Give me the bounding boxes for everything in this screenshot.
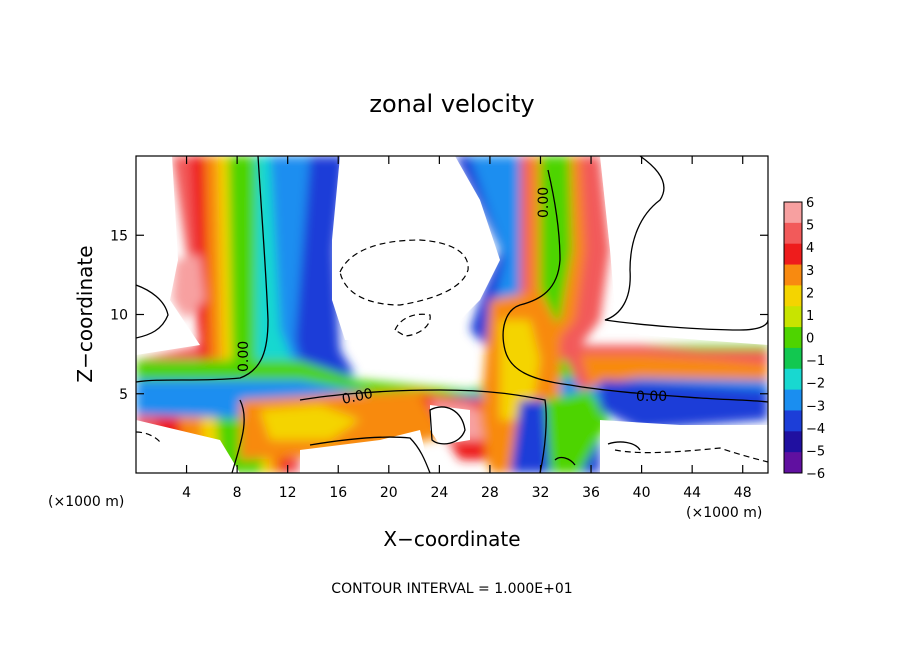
x-unit-left: (×1000 m) bbox=[48, 494, 124, 510]
colorbar-label: 5 bbox=[806, 219, 814, 234]
colorbar-label: 0 bbox=[806, 332, 814, 347]
contour-label: 0.00 bbox=[536, 187, 552, 218]
y-tick-label: 10 bbox=[110, 308, 128, 324]
x-unit-right: (×1000 m) bbox=[686, 505, 762, 521]
colorbar-label: 3 bbox=[806, 264, 814, 279]
colorbar-swatch bbox=[784, 347, 802, 370]
contour-label: 0.00 bbox=[236, 341, 252, 372]
colorbar-label: −3 bbox=[806, 399, 825, 414]
colorbar-label: −6 bbox=[806, 467, 825, 482]
colorbar-swatch bbox=[784, 306, 802, 328]
colorbar-label: −5 bbox=[806, 444, 825, 459]
heatmap-field: 0.00 0.00 0.00 0.00 bbox=[136, 156, 768, 473]
colorbar-label: 2 bbox=[806, 286, 814, 301]
colorbar-label: 4 bbox=[806, 241, 814, 256]
contour-label: 0.00 bbox=[341, 386, 375, 408]
x-tick-label: 32 bbox=[532, 485, 550, 501]
colorbar-swatch bbox=[784, 410, 802, 432]
contour-interval: CONTOUR INTERVAL = 1.000E+01 bbox=[331, 581, 572, 597]
colorbar-swatch bbox=[784, 202, 802, 224]
x-tick-label: 20 bbox=[380, 485, 398, 501]
x-tick-label: 28 bbox=[481, 485, 499, 501]
colorbar-swatch bbox=[784, 285, 802, 307]
y-tick-label: 15 bbox=[110, 228, 128, 244]
colorbar-swatch bbox=[784, 264, 802, 286]
colorbar-frame bbox=[783, 201, 803, 474]
colorbar-swatch bbox=[784, 452, 802, 474]
colorbar-label: −2 bbox=[806, 377, 825, 392]
x-tick-label: 8 bbox=[233, 485, 242, 501]
contour-label: 0.00 bbox=[636, 389, 667, 405]
colorbar-label: 1 bbox=[806, 309, 814, 324]
x-tick-label: 44 bbox=[683, 485, 701, 501]
x-tick-label: 16 bbox=[329, 485, 347, 501]
colorbar-swatch bbox=[784, 368, 802, 391]
colorbar-swatch bbox=[784, 222, 802, 245]
chart-title: zonal velocity bbox=[369, 90, 534, 118]
x-tick-label: 24 bbox=[430, 485, 448, 501]
colorbar: 6 5 4 3 2 1 0 −1 −2 −3 −4 −5 −6 bbox=[783, 196, 825, 482]
y-axis-label: Z−coordinate bbox=[73, 245, 97, 382]
x-tick-label: 36 bbox=[582, 485, 600, 501]
x-tick-label: 40 bbox=[633, 485, 651, 501]
colorbar-swatch bbox=[784, 327, 802, 349]
x-axis: 4 8 12 16 20 24 28 32 36 40 44 48 bbox=[182, 156, 752, 501]
colorbar-swatch bbox=[784, 243, 802, 266]
x-axis-label: X−coordinate bbox=[383, 527, 520, 551]
colorbar-label: 6 bbox=[806, 196, 814, 211]
x-tick-label: 4 bbox=[182, 485, 191, 501]
colorbar-swatch bbox=[784, 389, 802, 411]
y-tick-label: 5 bbox=[119, 387, 128, 403]
colorbar-label: −4 bbox=[806, 422, 825, 437]
x-tick-label: 12 bbox=[279, 485, 297, 501]
colorbar-swatch bbox=[784, 431, 802, 453]
x-tick-label: 48 bbox=[734, 485, 752, 501]
colorbar-label: −1 bbox=[806, 354, 825, 369]
y-axis: 5 10 15 bbox=[110, 228, 768, 403]
